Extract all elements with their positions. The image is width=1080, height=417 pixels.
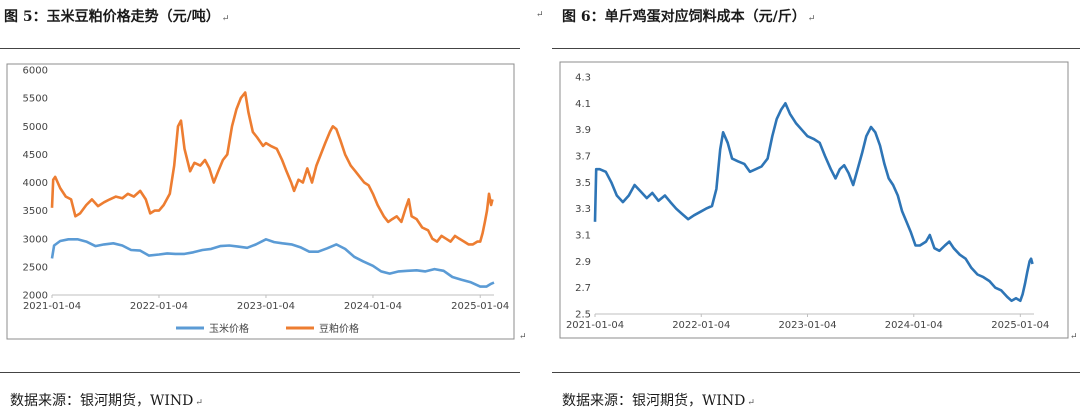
x-tick-label: 2022-01-04 [130, 301, 188, 312]
right-feed-cost-chart: 2.5 2.7 2.9 3.1 3.3 3.5 3.7 3.9 4.1 4.3 2021-01-04… [559, 61, 1069, 339]
y-tick-label: 2500 [23, 262, 48, 273]
right-top-rule [552, 48, 1080, 49]
left-source-note: 数据来源：银河期货，WIND ↵ [10, 393, 203, 409]
right-source-note: 数据来源：银河期货，WIND ↵ [562, 393, 755, 409]
paragraph-mark-icon: ↵ [1070, 332, 1078, 342]
series-line-1 [593, 102, 1034, 303]
x-tick-label: 2022-01-04 [672, 320, 730, 331]
series-line-2 [50, 91, 494, 246]
right-figure-title: 图 6：单斤鸡蛋对应饲料成本（元/斤） ↵ [562, 9, 816, 25]
x-tick-label: 2024-01-04 [885, 320, 943, 331]
paragraph-mark-icon: ↵ [195, 398, 203, 408]
x-tick-label: 2021-01-04 [23, 301, 81, 312]
left-price-chart: 2000 2500 3000 3500 4000 4500 5000 5500 6000 2021… [6, 63, 515, 340]
legend-label: 豆粕价格 [319, 322, 359, 335]
y-tick-label: 2.5 [575, 310, 591, 321]
left-figure-title: 图 5：玉米豆粕价格走势（元/吨） ↵ [4, 9, 230, 25]
legend-label: 玉米价格 [209, 322, 249, 335]
y-tick-label: 4000 [23, 178, 48, 189]
x-tick-label: 2023-01-04 [778, 320, 836, 331]
y-tick-label: 3.9 [575, 125, 591, 136]
y-tick-label: 2.7 [575, 283, 591, 294]
y-tick-label: 3.1 [575, 231, 591, 242]
paragraph-mark-icon: ↵ [221, 14, 230, 24]
y-tick-label: 5500 [23, 94, 48, 105]
left-top-rule [0, 48, 520, 49]
y-tick-label: 5000 [23, 122, 48, 133]
y-tick-label: 4.3 [575, 73, 591, 84]
left-bottom-rule [0, 372, 520, 373]
right-figure-panel: 图 6：单斤鸡蛋对应饲料成本（元/斤） ↵ 2.5 2.7 2.9 3.1 3.3 3.5 3… [548, 0, 1080, 417]
y-tick-label: 4500 [23, 150, 48, 161]
paragraph-mark-icon: ↵ [536, 10, 544, 20]
x-tick-label: 2025-01-04 [991, 320, 1049, 331]
chart-frame-left [6, 63, 515, 340]
y-tick-label: 3.5 [575, 178, 591, 189]
left-figure-panel: 图 5：玉米豆粕价格走势（元/吨） ↵ 2000 2500 3000 3500 4000 4… [0, 0, 544, 417]
y-tick-label: 3000 [23, 234, 48, 245]
y-tick-label: 4.1 [575, 99, 591, 110]
series-line-1 [50, 238, 495, 288]
x-tick-label: 2023-01-04 [237, 301, 295, 312]
chart-frame-right [559, 61, 1069, 339]
y-tick-label: 3.3 [575, 204, 591, 215]
y-tick-label: 2000 [23, 291, 48, 302]
y-tick-label: 3.7 [575, 152, 591, 163]
x-tick-label: 2021-01-04 [566, 320, 624, 331]
y-tick-label: 2.9 [575, 257, 591, 268]
right-bottom-rule [552, 372, 1080, 373]
x-tick-label: 2024-01-04 [344, 301, 402, 312]
paragraph-mark-icon: ↵ [519, 332, 527, 342]
x-tick-label: 2025-01-04 [451, 301, 509, 312]
y-tick-label: 3500 [23, 206, 48, 217]
paragraph-mark-icon: ↵ [747, 398, 755, 408]
paragraph-mark-icon: ↵ [807, 14, 816, 24]
y-tick-label: 6000 [23, 66, 48, 77]
